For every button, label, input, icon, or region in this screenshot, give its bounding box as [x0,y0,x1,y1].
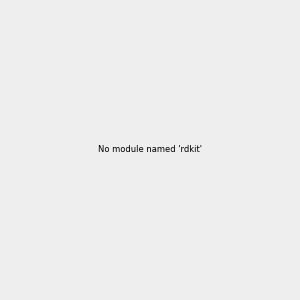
Text: No module named 'rdkit': No module named 'rdkit' [98,146,202,154]
